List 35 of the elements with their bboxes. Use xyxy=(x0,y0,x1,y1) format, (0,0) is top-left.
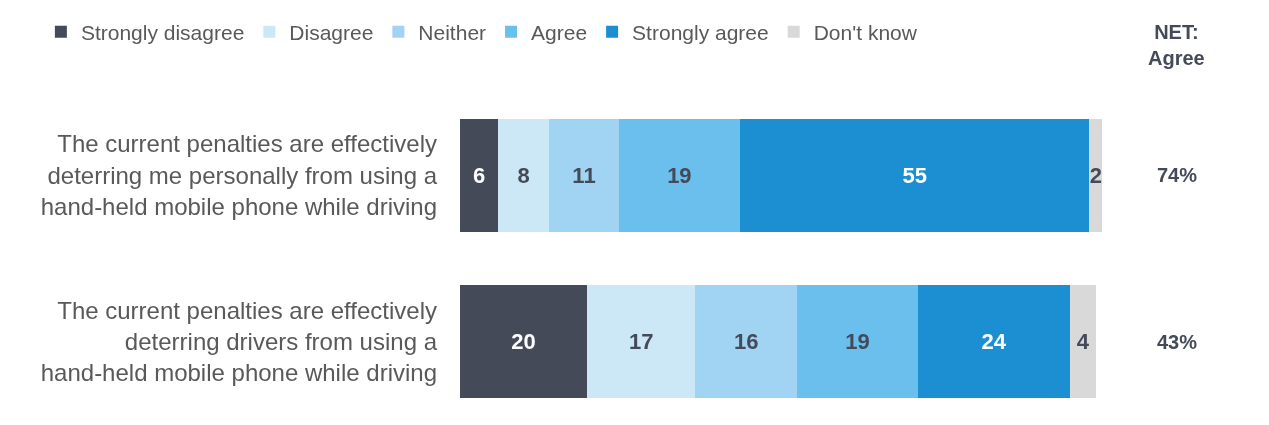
y-tick-label: The current penalties are effectively deterring drivers from using a hand-held mobile phone while driving xyxy=(40,296,438,387)
bar xyxy=(739,118,1090,232)
data-label: 16 xyxy=(733,329,759,355)
data-label: 11 xyxy=(572,162,596,188)
bar xyxy=(1070,285,1096,399)
data-label: 55 xyxy=(902,162,927,188)
legend-label: Strongly disagree xyxy=(80,20,245,44)
bar xyxy=(1089,118,1103,232)
text: 43% xyxy=(1157,331,1198,353)
data-label: 20 xyxy=(511,329,536,355)
bar xyxy=(460,118,499,232)
y-tick-label: The current penalties are effectively deterring me personally from using a hand-held mobile phone while driving xyxy=(40,130,438,220)
data-label: 17 xyxy=(628,329,654,355)
bar xyxy=(797,285,918,399)
legend-label: Agree xyxy=(531,20,588,44)
data-label: 19 xyxy=(667,162,692,188)
legend-label: Disagree xyxy=(289,20,374,44)
bar xyxy=(917,285,1071,399)
bar xyxy=(498,118,550,232)
bar xyxy=(587,285,696,399)
data-label: 8 xyxy=(517,162,530,188)
legend-label: Neither xyxy=(418,20,487,44)
legend-label: Don't know xyxy=(813,20,918,44)
data-label: 2 xyxy=(1089,162,1102,188)
data-label: 4 xyxy=(1076,329,1090,355)
text: 74% xyxy=(1157,164,1198,186)
bar xyxy=(695,285,797,399)
bar xyxy=(549,118,619,232)
data-label: 24 xyxy=(981,329,1007,355)
data-label: 19 xyxy=(845,329,870,355)
legend-label: Strongly agree xyxy=(632,20,769,44)
bar xyxy=(460,285,588,399)
data-label: 6 xyxy=(472,162,486,188)
bar xyxy=(618,118,740,232)
text: NET: Agree xyxy=(1148,21,1205,69)
